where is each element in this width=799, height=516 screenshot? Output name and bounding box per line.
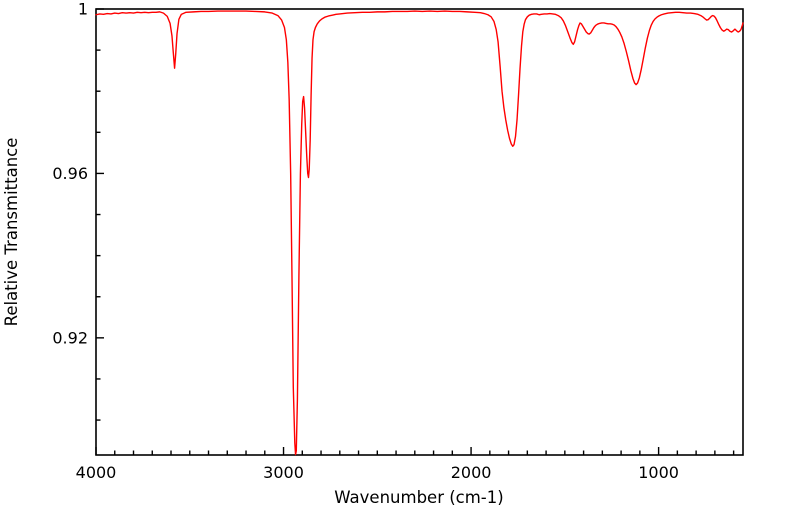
tick-labels: 4000 3000 2000 1000 1 0.96 0.92 <box>52 0 679 482</box>
plot-frame <box>95 8 744 456</box>
y-tick-label: 0.92 <box>52 328 88 347</box>
x-tick-label: 2000 <box>451 463 492 482</box>
x-axis-label: Wavenumber (cm-1) <box>334 488 503 507</box>
y-tick-label: 1 <box>78 0 88 19</box>
axis-ticks <box>95 8 735 455</box>
x-tick-label: 4000 <box>76 463 117 482</box>
x-tick-label: 1000 <box>638 463 679 482</box>
y-tick-label: 0.96 <box>52 164 88 183</box>
x-tick-label: 3000 <box>263 463 304 482</box>
spectrum-line <box>95 10 744 456</box>
y-axis-label: Relative Transmittance <box>2 138 21 327</box>
